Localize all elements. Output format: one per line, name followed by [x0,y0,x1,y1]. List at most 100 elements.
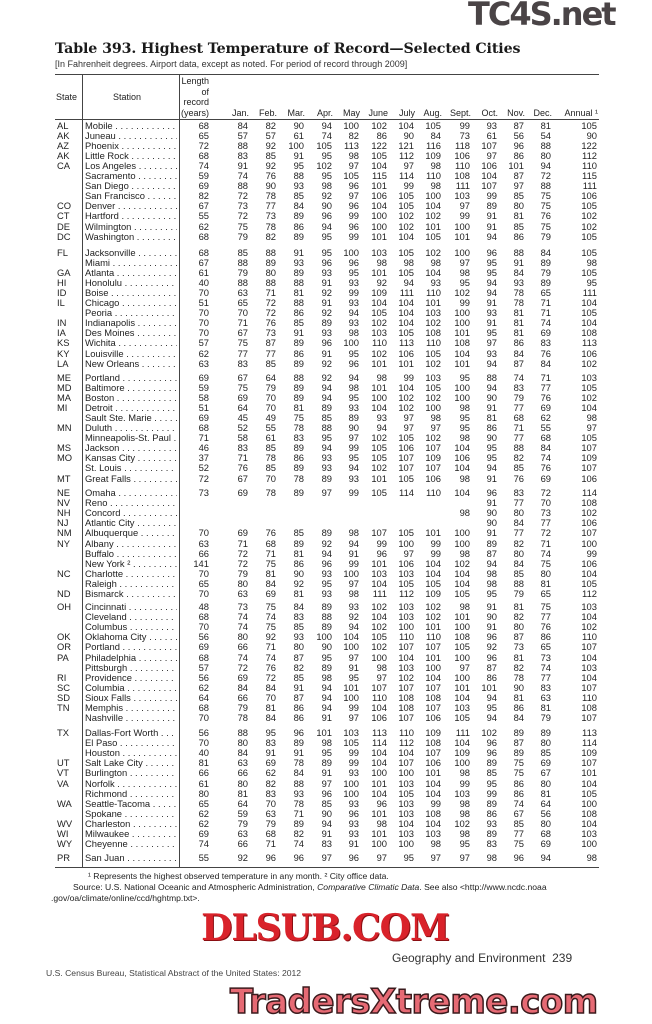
month-value-cell: 73 [237,200,248,212]
table-row: ID Boise 70 63 71 81 92 99 109 111 110 102 94 78 65 111 [0,287,652,298]
month-value-cell: 100 [343,641,359,653]
month-value-cell: 101 [454,681,470,693]
header-month: Apr. [316,107,333,118]
month-value-cell: 107 [425,747,441,759]
state-cell: GA [57,266,71,278]
month-value-cell: 104 [398,119,414,131]
annual-cell: 106 [581,190,597,202]
station-cell: Pittsburgh [85,663,177,673]
month-value-cell: 121 [398,139,414,151]
record-length-cell: 69 [198,180,209,192]
month-value-cell: 74 [265,611,276,623]
month-value-cell: 76 [540,621,551,633]
month-value-cell: 88 [293,371,304,383]
month-value-cell: 78 [265,452,276,464]
month-value-cell: 90 [513,681,524,693]
annual-cell: 95 [586,276,597,288]
table-row: Columbus 70 74 75 85 89 94 102 100 101 100 91 80 76 10… [0,622,652,632]
month-value-cell: 83 [237,442,248,454]
month-value-cell: 89 [265,256,276,268]
annual-cell: 109 [581,747,597,759]
month-value-cell: 74 [540,661,551,673]
month-value-cell: 77 [265,347,276,359]
month-value-cell: 79 [237,702,248,713]
month-value-cell: 93 [376,411,387,423]
month-value-cell: 88 [237,139,248,151]
month-value-cell: 95 [321,747,332,759]
annual-cell: 108 [581,807,597,819]
month-value-cell: 85 [486,767,497,779]
month-value-cell: 94 [540,852,551,863]
month-value-cell: 95 [403,852,414,863]
month-value-cell: 98 [376,661,387,673]
station-cell: San Diego [85,181,177,191]
month-value-cell: 78 [293,757,304,769]
annual-cell: 108 [581,327,597,339]
month-value-cell: 90 [321,200,332,212]
table-row: MA Boston 58 69 70 89 94 95 100 102 102 100 90 79 76 10… [0,392,652,403]
month-value-cell: 103 [454,787,470,799]
month-value-cell: 110 [372,337,387,349]
month-value-cell: 98 [321,737,332,749]
month-value-cell: 104 [425,200,441,212]
month-value-cell: 95 [459,411,470,423]
month-value-cell: 89 [540,256,551,268]
month-value-cell: 105 [371,487,387,498]
table-row: AZ Phoenix 72 88 92 100 105 113 122 121 116 118 107 9… [0,139,652,151]
station-cell: Louisville [85,349,177,359]
state-cell: DC [57,230,71,242]
month-value-cell: 93 [348,767,359,779]
month-value-cell: 94 [321,702,332,713]
annual-cell: 99 [586,547,597,559]
month-value-cell: 99 [348,557,359,569]
month-value-cell: 100 [371,651,387,663]
month-value-cell: 78 [237,712,248,724]
station-cell: Boston [85,393,177,403]
month-value-cell: 97 [486,337,497,349]
annual-cell: 100 [581,838,597,850]
month-value-cell: 81 [486,411,497,423]
month-value-cell: 87 [486,547,497,559]
month-value-cell: 83 [237,149,248,161]
annual-cell: 105 [581,307,597,319]
month-value-cell: 68 [540,828,551,839]
month-value-cell: 104 [398,381,414,393]
month-value-cell: 92 [265,159,276,171]
month-value-cell: 110 [399,631,414,643]
month-value-cell: 110 [455,159,470,171]
month-value-cell: 86 [540,631,551,643]
annual-cell: 106 [581,557,597,569]
month-value-cell: 90 [486,517,497,529]
month-value-cell: 73 [265,210,276,222]
month-value-cell: 99 [459,119,470,131]
station-cell: Memphis [85,703,177,713]
table-row: AK Little Rock 68 83 85 91 95 98 105 112 109 106 97 8… [0,149,652,161]
month-value-cell: 103 [371,246,387,258]
annual-cell: 114 [582,737,597,749]
month-value-cell: 98 [459,472,470,484]
station-cell: New York ² [85,559,177,569]
month-value-cell: 101 [425,527,441,539]
month-value-cell: 107 [425,442,441,454]
month-value-cell: 100 [454,671,470,683]
month-value-cell: 100 [371,838,387,850]
record-length-cell: 68 [198,230,209,242]
month-value-cell: 94 [486,381,497,393]
annual-cell: 105 [581,432,597,444]
month-value-cell: 78 [513,297,524,308]
month-value-cell: 92 [293,577,304,589]
month-value-cell: 94 [348,537,359,549]
month-value-cell: 79 [237,567,248,579]
month-value-cell: 76 [540,210,551,222]
station-cell: Columbus [85,622,177,632]
state-cell: MD [57,381,72,393]
month-value-cell: 64 [265,371,276,383]
month-value-cell: 72 [237,190,248,202]
month-value-cell: 99 [459,777,470,789]
month-value-cell: 88 [293,276,304,288]
month-value-cell: 95 [321,230,332,242]
month-value-cell: 105 [398,527,414,539]
table-row: MS Jackson 46 83 85 89 94 99 105 106 107 104 95 88 84 1… [0,443,652,453]
annual-cell: 101 [581,767,597,779]
annual-cell: 106 [581,347,597,359]
